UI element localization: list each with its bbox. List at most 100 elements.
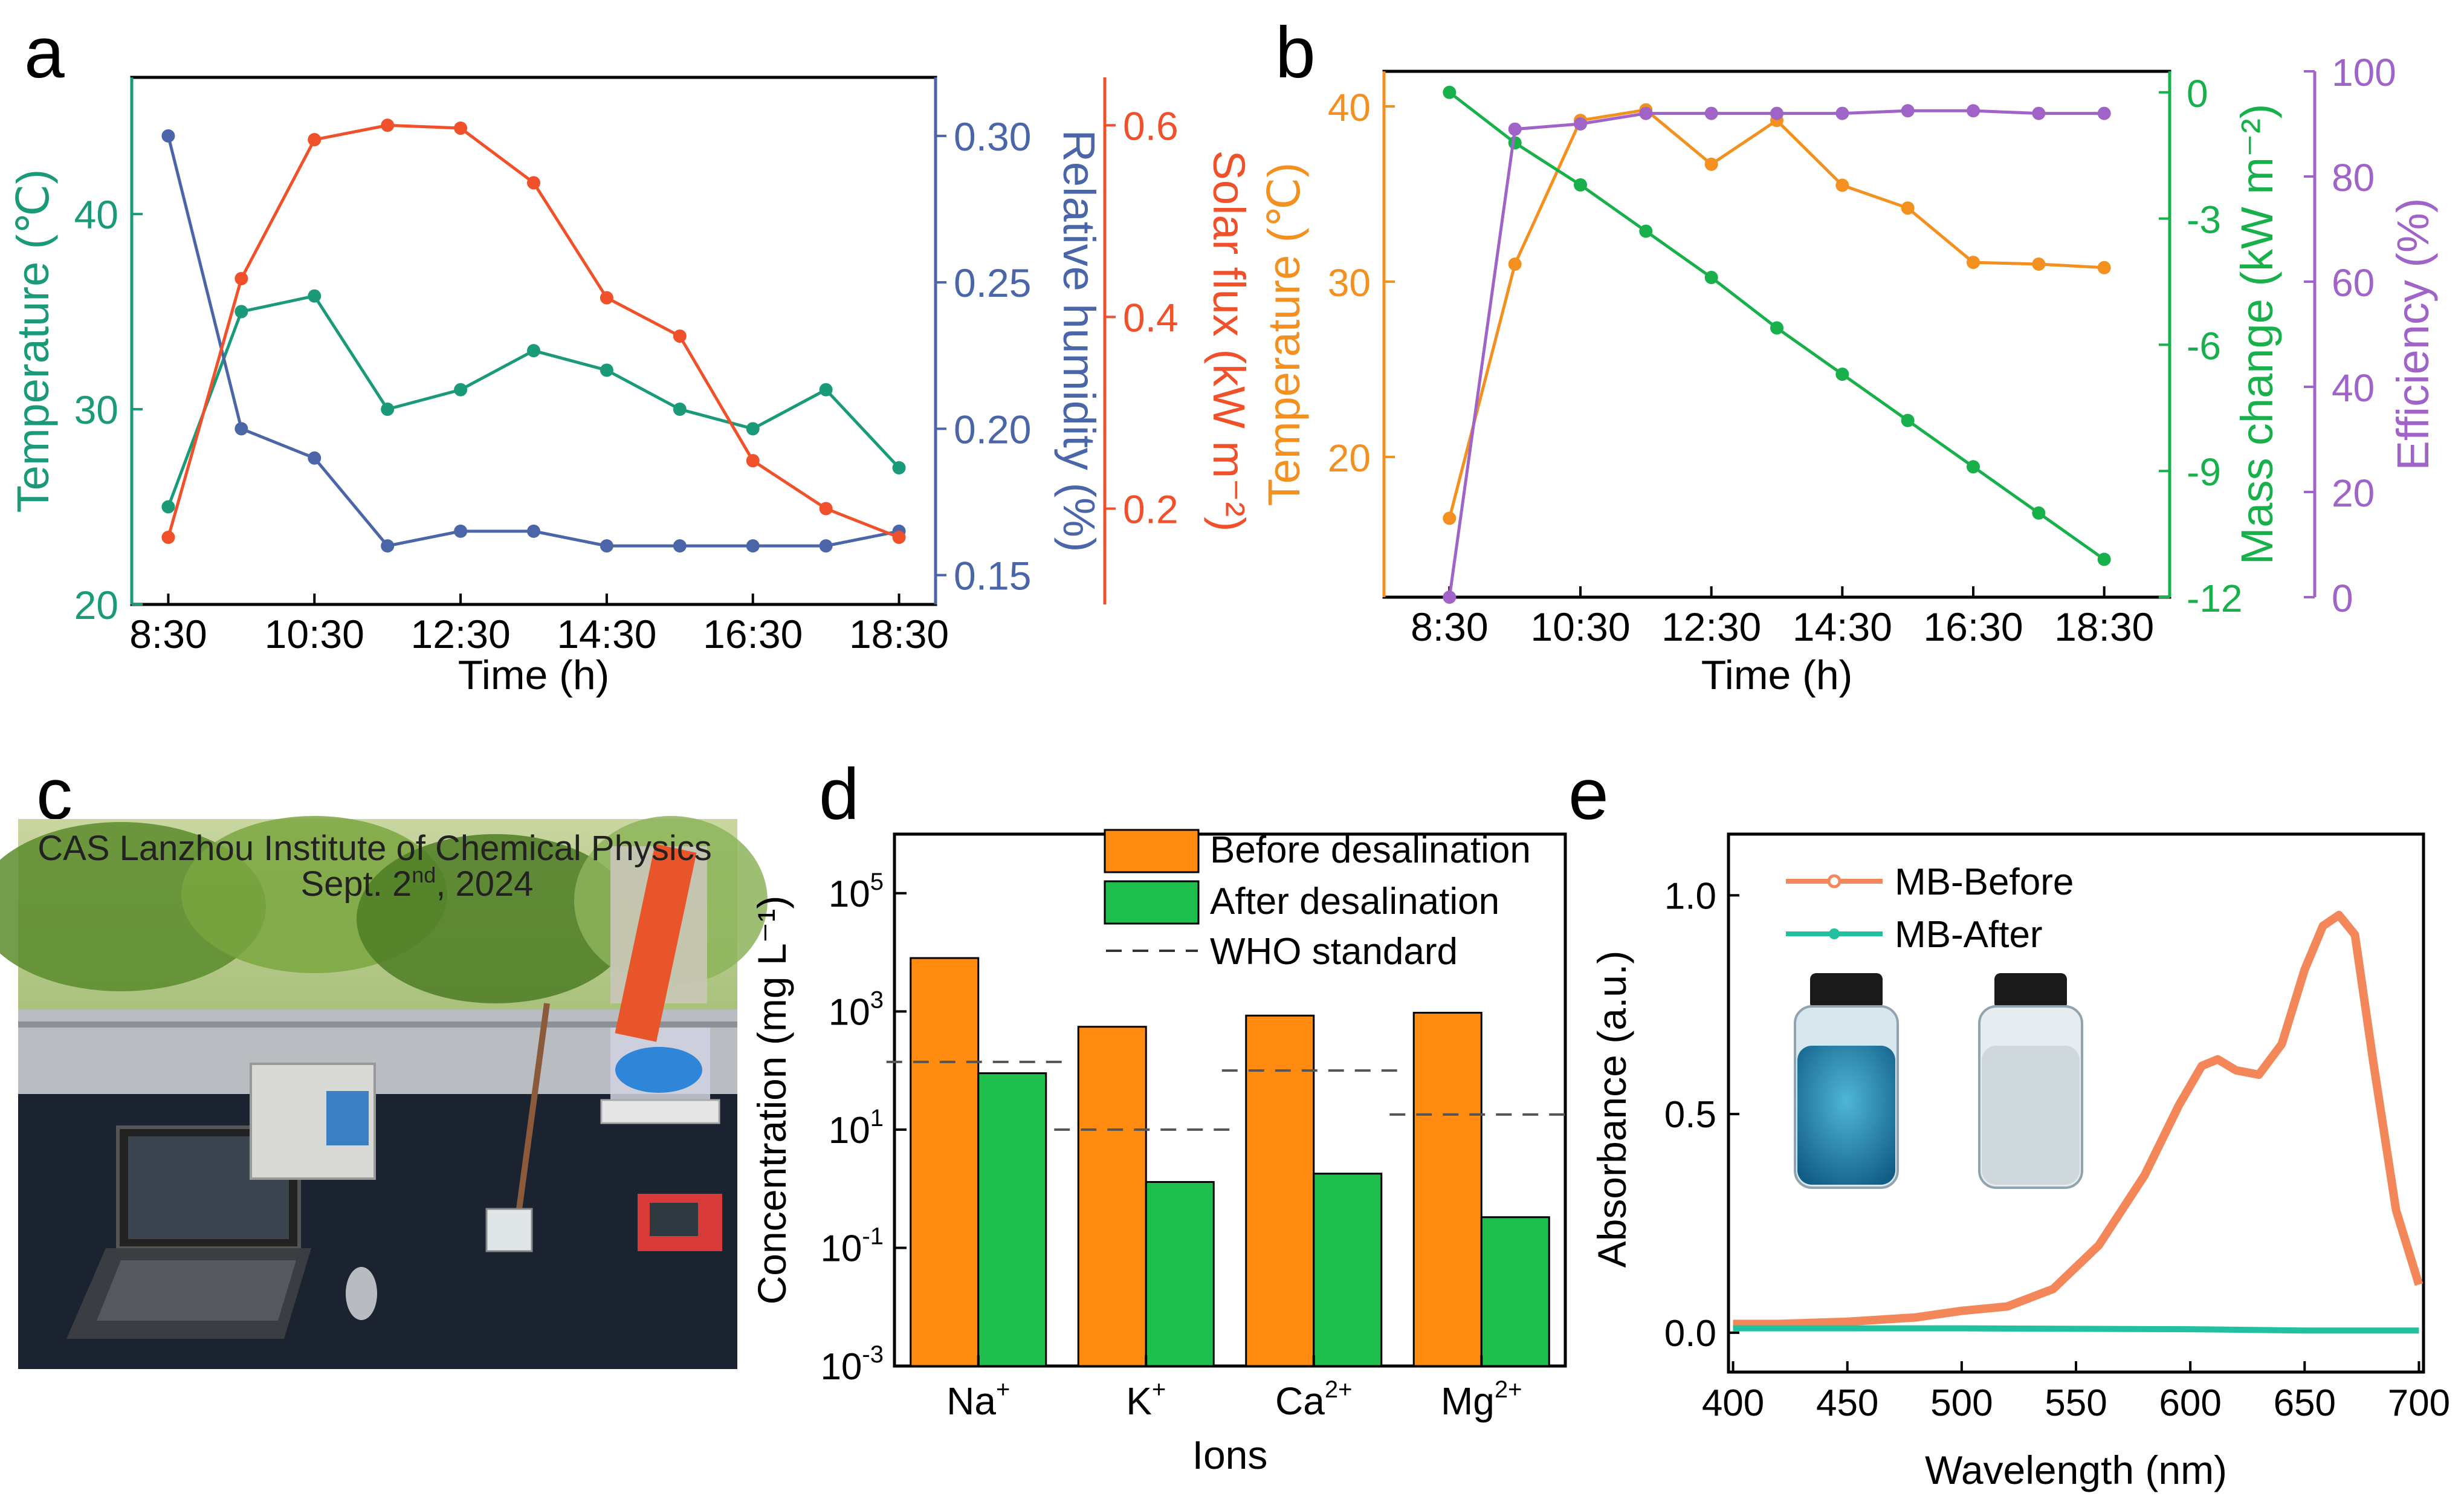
- y-tick-label: 0.30: [954, 114, 1031, 159]
- chart-b-xlabel: Time (h): [1701, 652, 1853, 698]
- chart-d-ylabel: Concentration (mg L⁻¹): [749, 896, 794, 1305]
- y-tick-label: 0.2: [1123, 487, 1179, 531]
- chart-d-bar-after: [1480, 1216, 1550, 1367]
- chart-a-xtick-label: 10:30: [265, 612, 364, 656]
- chart-b-xtick-label: 10:30: [1530, 604, 1630, 649]
- chart-a-data-point: [381, 403, 395, 416]
- chart-b: 8:30 10:30 12:30 14:30 16:30 18:30 Time (h) 2…: [1259, 51, 2438, 698]
- chart-a-data-point: [234, 271, 248, 285]
- chart-b-temperature-label: Temperature (℃): [1259, 163, 1309, 506]
- chart-a-data-point: [819, 539, 833, 553]
- chart-a-data-point: [308, 289, 322, 303]
- y-tick-label: 20: [2332, 471, 2375, 515]
- chart-e-ytick-label: 0.0: [1664, 1313, 1716, 1355]
- photo-caption-line2: Sept. 2nd, 2024: [300, 863, 533, 904]
- chart-a-xtick-label: 8:30: [129, 612, 207, 656]
- y-tick-label: 40: [2332, 366, 2375, 410]
- photo-evaporator: [600, 844, 720, 1124]
- chart-b-series-line: [1447, 108, 2104, 519]
- y-tick-label: 100: [2332, 51, 2396, 94]
- y-tick-label: -3: [2187, 198, 2221, 242]
- chart-e-ylabel: Absorbance (a.u.): [1589, 951, 1634, 1268]
- legend-label-mb-after: MB-After: [1895, 914, 2043, 956]
- chart-b-data-point: [1508, 122, 1522, 136]
- chart-a-data-point: [234, 422, 248, 436]
- chart-b-data-point: [1639, 224, 1653, 238]
- chart-d-bar-before: [1245, 1014, 1315, 1367]
- chart-d-bar-after: [1145, 1181, 1215, 1367]
- chart-a-data-point: [746, 422, 760, 436]
- chart-b-data-point: [1639, 106, 1653, 120]
- y-tick-label: 30: [74, 387, 118, 432]
- y-tick-label: 80: [2332, 156, 2375, 199]
- chart-d-ytick-label: 101: [829, 1105, 884, 1151]
- chart-b-xtick-label: 14:30: [1793, 604, 1892, 649]
- chart-b-data-point: [1443, 511, 1457, 525]
- y-tick-label: 0: [2187, 72, 2208, 115]
- chart-d-bar-before: [1077, 1026, 1147, 1367]
- chart-b-efficiency-label: Efficiency (%): [2388, 198, 2438, 471]
- legend-swatch-after: [1104, 880, 1200, 925]
- chart-b-series-line: [1447, 109, 2104, 598]
- chart-e: 400 450 500 550 600 650 700 0.0 0.5 1.0 Waveleng…: [1589, 832, 2450, 1492]
- chart-d-ytick-label: 10-3: [820, 1341, 884, 1388]
- chart-b-xtick-label: 12:30: [1661, 604, 1761, 649]
- chart-a-data-point: [454, 121, 468, 135]
- chart-a-temperature-label: Temperature (℃): [8, 169, 58, 513]
- chart-a-data-point: [527, 524, 540, 538]
- y-tick-label: 0.20: [954, 407, 1031, 452]
- chart-b-data-point: [1835, 178, 1849, 192]
- photo-mouse: [346, 1267, 377, 1320]
- vial-before-illustration: [1794, 973, 1899, 1189]
- chart-d-xtick-label: Ca2+: [1275, 1376, 1352, 1423]
- chart-d-ytick-label: 105: [829, 869, 884, 915]
- chart-a-data-point: [381, 539, 395, 553]
- chart-b-xtick-label: 16:30: [1923, 604, 2023, 649]
- y-tick-label: -6: [2187, 324, 2221, 367]
- chart-b-data-point: [1443, 591, 1457, 604]
- y-tick-label: -9: [2187, 450, 2221, 494]
- chart-a-data-point: [673, 539, 687, 553]
- y-tick-label: 30: [1328, 261, 1371, 305]
- chart-a-xtick-label: 16:30: [703, 612, 803, 656]
- chart-a-data-point: [527, 176, 540, 190]
- chart-b-data-point: [2032, 257, 2046, 271]
- panel-label-e: e: [1568, 754, 1609, 835]
- chart-a-data-point: [161, 531, 175, 545]
- chart-b-data-point: [1770, 106, 1783, 120]
- photo-instrument-box: [250, 1063, 376, 1180]
- chart-a-solar-label: Solar flux (kW m⁻²): [1204, 150, 1254, 531]
- chart-d-bar-before: [910, 957, 980, 1367]
- chart-d-bar-after: [977, 1072, 1047, 1367]
- legend-label-before: Before desalination: [1210, 829, 1531, 871]
- chart-d: 10-3 10-1 101 103 105 Na+ K+ Ca2+ Mg2+ Ions Con…: [749, 829, 1574, 1477]
- photo-sensor: [485, 1208, 533, 1252]
- chart-a-data-point: [454, 383, 468, 397]
- legend-label-after: After desalination: [1210, 881, 1499, 922]
- y-tick-label: 60: [2332, 261, 2375, 305]
- y-tick-label: 0.4: [1123, 295, 1179, 340]
- chart-a-data-point: [819, 383, 833, 397]
- chart-b-data-point: [1901, 104, 1915, 118]
- chart-b-data-point: [2097, 261, 2111, 274]
- chart-e-xtick-label: 650: [2274, 1382, 2336, 1424]
- chart-a-data-point: [234, 305, 248, 319]
- chart-b-data-point: [1704, 271, 1718, 285]
- chart-a: 8:30 10:30 12:30 14:30 16:30 18:30 Time (h) 2…: [8, 76, 1254, 698]
- chart-a-data-point: [746, 539, 760, 553]
- chart-a-data-point: [673, 403, 687, 416]
- y-tick-label: 0: [2332, 577, 2353, 620]
- chart-a-xtick-label: 18:30: [849, 612, 949, 656]
- chart-d-ytick-label: 10-1: [820, 1223, 884, 1269]
- y-tick-label: 0.25: [954, 261, 1031, 305]
- y-tick-label: 0.6: [1123, 103, 1179, 148]
- chart-d-ytick-label: 103: [829, 986, 884, 1033]
- chart-e-legend: MB-Before MB-After: [1786, 861, 2074, 956]
- chart-b-data-point: [1967, 460, 1980, 474]
- chart-a-series-line: [167, 294, 901, 508]
- panel-label-a: a: [24, 12, 65, 93]
- chart-a-data-point: [527, 344, 540, 358]
- y-tick-label: 0.15: [954, 554, 1031, 598]
- chart-b-data-point: [1835, 106, 1849, 120]
